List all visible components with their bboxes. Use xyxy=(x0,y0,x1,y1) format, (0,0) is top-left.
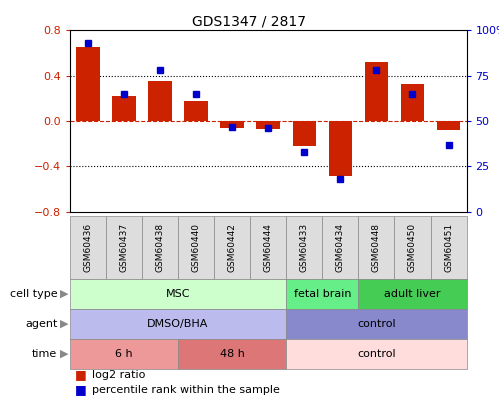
Text: MSC: MSC xyxy=(166,289,190,299)
Bar xyxy=(437,121,460,130)
Text: cell type: cell type xyxy=(10,289,57,299)
Text: adult liver: adult liver xyxy=(384,289,441,299)
Bar xyxy=(221,121,244,128)
Text: GSM60438: GSM60438 xyxy=(156,223,165,272)
Text: GSM60440: GSM60440 xyxy=(192,223,201,272)
Text: ▶: ▶ xyxy=(59,349,68,359)
Text: GSM60444: GSM60444 xyxy=(263,223,273,272)
Text: GSM60436: GSM60436 xyxy=(83,223,92,272)
Text: time: time xyxy=(32,349,57,359)
Text: GSM60451: GSM60451 xyxy=(444,223,453,272)
Text: control: control xyxy=(357,349,396,359)
Text: percentile rank within the sample: percentile rank within the sample xyxy=(92,385,280,395)
Text: GSM60442: GSM60442 xyxy=(228,223,237,272)
Bar xyxy=(184,101,208,121)
Text: GSM60450: GSM60450 xyxy=(408,223,417,272)
Text: GSM60433: GSM60433 xyxy=(300,223,309,272)
Text: GSM60448: GSM60448 xyxy=(372,223,381,272)
Text: GSM60434: GSM60434 xyxy=(336,223,345,272)
Text: ■: ■ xyxy=(75,368,87,381)
Bar xyxy=(76,47,100,121)
Text: fetal brain: fetal brain xyxy=(293,289,351,299)
Text: control: control xyxy=(357,319,396,329)
Text: ▶: ▶ xyxy=(59,319,68,329)
Text: GDS1347 / 2817: GDS1347 / 2817 xyxy=(193,14,306,28)
Text: GSM60437: GSM60437 xyxy=(119,223,128,272)
Bar xyxy=(365,62,388,121)
Text: DMSO/BHA: DMSO/BHA xyxy=(147,319,209,329)
Text: 6 h: 6 h xyxy=(115,349,133,359)
Bar xyxy=(112,96,136,121)
Bar xyxy=(401,84,424,121)
Text: ■: ■ xyxy=(75,384,87,396)
Text: log2 ratio: log2 ratio xyxy=(92,370,146,379)
Text: 48 h: 48 h xyxy=(220,349,245,359)
Text: agent: agent xyxy=(25,319,57,329)
Bar xyxy=(329,121,352,175)
Bar xyxy=(292,121,316,146)
Bar xyxy=(256,121,280,129)
Bar xyxy=(148,81,172,121)
Text: ▶: ▶ xyxy=(59,289,68,299)
